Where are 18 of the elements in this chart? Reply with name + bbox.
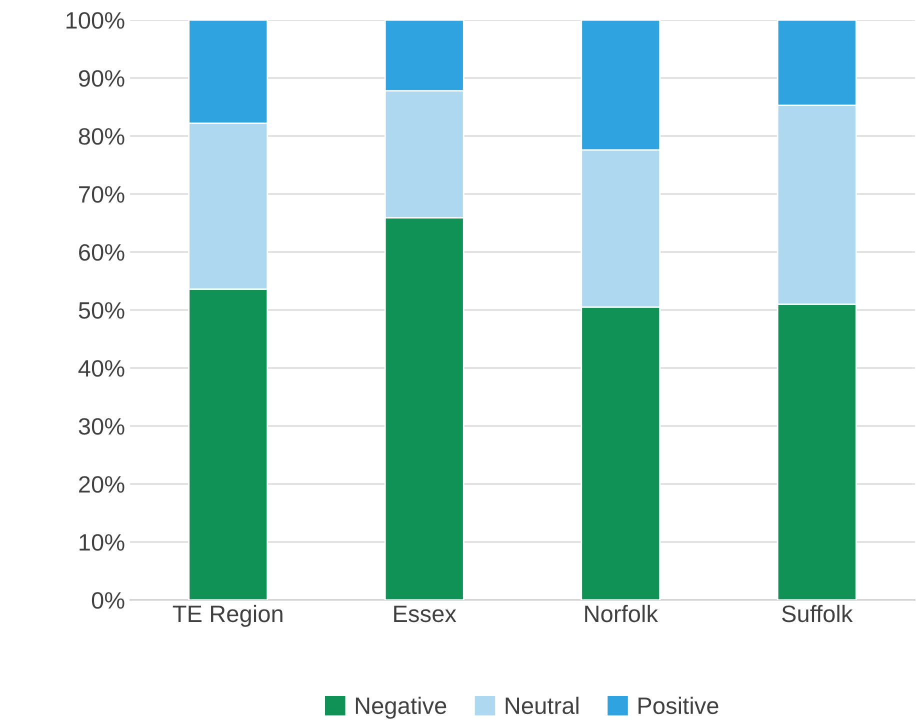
x-tick-label: Suffolk <box>782 604 853 622</box>
x-tick-label: TE Region <box>172 604 282 627</box>
y-tick-label: 50% <box>78 302 124 319</box>
legend-label: Negative <box>356 696 446 719</box>
y-tick-label: 90% <box>78 70 124 87</box>
x-tick-label: Norfolk <box>585 604 658 622</box>
y-tick-label: 70% <box>79 186 124 203</box>
y-tick-label: 20% <box>79 476 124 493</box>
legend-label: Neutral <box>506 696 578 714</box>
y-tick-label: 80% <box>78 128 124 145</box>
legend-label: Positive <box>638 696 718 714</box>
x-tick-label: Essex <box>394 606 456 622</box>
y-tick-label: 10% <box>80 534 124 551</box>
y-tick-label: 100% <box>66 12 124 29</box>
y-tick-label: 30% <box>78 418 124 435</box>
y-tick-label: 40% <box>78 360 124 377</box>
y-tick-label: 60% <box>79 244 124 261</box>
y-tick-label: 0% <box>92 592 124 609</box>
